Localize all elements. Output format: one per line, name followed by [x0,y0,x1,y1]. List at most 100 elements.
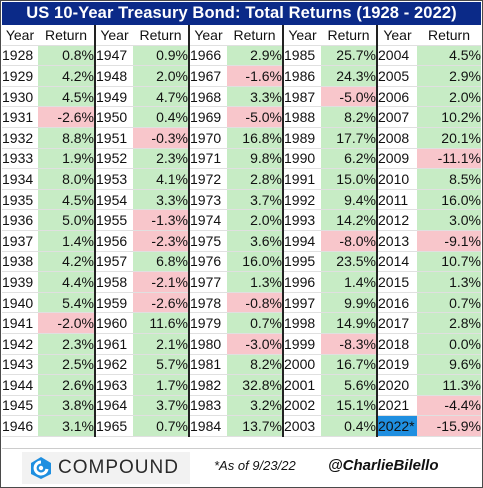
year-cell: 1954 [94,189,133,211]
return-cell: 20.1% [417,127,481,149]
year-cell: 1948 [94,65,133,87]
return-cell: 4.5% [417,45,481,67]
return-cell: 9.4% [321,189,377,211]
return-cell: 3.3% [227,86,283,108]
year-cell: 1930 [2,86,38,108]
return-cell: -2.1% [133,271,189,293]
return-cell: -0.8% [227,292,283,314]
year-cell: 2009 [376,148,417,170]
year-cell: 2004 [376,45,417,67]
return-cell: 16.8% [227,127,283,149]
return-cell: -5.0% [227,106,283,128]
return-cell: 5.0% [38,209,95,231]
return-cell: 9.6% [417,354,481,376]
header-return: Return [321,25,377,46]
return-cell: 1.9% [38,148,95,170]
return-cell: 4.1% [133,168,189,190]
return-cell: -11.1% [417,148,481,170]
as-of-note: *As of 9/23/22 [214,458,296,473]
header-year: Year [376,25,417,46]
table-row: 1941 -2.0% 1960 11.6% 1979 0.7% 1998 14.9% 2017 2… [2,312,481,334]
year-cell: 2008 [376,127,417,149]
year-cell: 1929 [2,65,38,87]
year-cell: 1939 [2,271,38,293]
return-cell: -5.0% [321,86,377,108]
return-cell: 3.1% [38,415,95,437]
year-cell: 1969 [188,106,227,128]
table-row: 1929 4.2% 1948 2.0% 1967 -1.6% 1986 24.3% 2005 2.… [2,65,481,87]
table-row: 1940 5.4% 1959 -2.6% 1978 -0.8% 1997 9.9% 2016 0.… [2,292,481,314]
year-cell: 1979 [188,312,227,334]
return-cell: 14.2% [321,209,377,231]
return-cell: 0.7% [417,292,481,314]
year-cell: 2017 [376,312,417,334]
header-year: Year [188,25,227,46]
return-cell: 1.4% [321,271,377,293]
return-cell: -0.3% [133,127,189,149]
year-cell: 1941 [2,312,38,334]
return-cell: 6.2% [321,148,377,170]
return-cell: 4.2% [38,65,95,87]
year-cell: 2000 [282,354,321,376]
return-cell: 5.6% [321,374,377,396]
table-row: 1933 1.9% 1952 2.3% 1971 9.8% 1990 6.2% 2009 -11.… [2,148,481,170]
return-cell: 1.7% [133,374,189,396]
year-cell: 1940 [2,292,38,314]
year-cell: 1959 [94,292,133,314]
year-cell: 1986 [282,65,321,87]
year-cell: 1973 [188,189,227,211]
return-cell: 3.7% [227,189,283,211]
year-cell: 2018 [376,333,417,355]
year-cell: 1972 [188,168,227,190]
year-cell: 1951 [94,127,133,149]
return-cell: 2.1% [133,333,189,355]
return-cell: 5.4% [38,292,95,314]
year-cell: 1987 [282,86,321,108]
table-row: 1939 4.4% 1958 -2.1% 1977 1.3% 1996 1.4% 2015 1.3… [2,271,481,293]
year-cell: 1976 [188,251,227,273]
year-cell: 2001 [282,374,321,396]
year-cell: 2014 [376,251,417,273]
return-cell: 2.8% [417,312,481,334]
year-cell: 1989 [282,127,321,149]
year-cell: 2006 [376,86,417,108]
year-cell: 1950 [94,106,133,128]
year-cell: 1961 [94,333,133,355]
year-cell: 1953 [94,168,133,190]
return-cell: 2.5% [38,354,95,376]
year-cell: 1978 [188,292,227,314]
year-cell: 2003 [282,415,321,437]
year-cell: 1985 [282,45,321,67]
table-row: 1936 5.0% 1955 -1.3% 1974 2.0% 1993 14.2% 2012 3.… [2,209,481,231]
return-cell: 11.3% [417,374,481,396]
year-cell: 1971 [188,148,227,170]
return-cell: 8.2% [321,106,377,128]
header-year: Year [2,25,38,46]
header-return: Return [417,25,481,46]
logo-text: COMPOUND [58,457,179,478]
return-cell: 2.3% [38,333,95,355]
return-cell: -1.3% [133,209,189,231]
year-cell: 1945 [2,395,38,417]
return-cell: 3.3% [133,189,189,211]
compound-logo-icon [31,457,51,479]
return-cell: 0.7% [133,415,189,437]
return-cell: 1.3% [227,271,283,293]
return-cell: -1.6% [227,65,283,87]
return-cell: 6.8% [133,251,189,273]
table-row: 1943 2.5% 1962 5.7% 1981 8.2% 2000 16.7% 2019 9.6… [2,354,481,376]
year-cell: 1995 [282,251,321,273]
year-cell: 1975 [188,230,227,252]
table-row: 1935 4.5% 1954 3.3% 1973 3.7% 1992 9.4% 2011 16.0… [2,189,481,211]
year-cell: 1960 [94,312,133,334]
return-cell: 5.7% [133,354,189,376]
table-body: 1928 0.8% 1947 0.9% 1966 2.9% 1985 25.7% 2004 4.5… [2,45,481,437]
return-cell: 17.7% [321,127,377,149]
table-row: 1938 4.2% 1957 6.8% 1976 16.0% 1995 23.5% 2014 10… [2,251,481,273]
return-cell: 1.4% [38,230,95,252]
return-cell: 8.0% [38,168,95,190]
year-cell: 1928 [2,45,38,67]
year-cell: 1962 [94,354,133,376]
year-cell: 1937 [2,230,38,252]
return-cell: 14.9% [321,312,377,334]
